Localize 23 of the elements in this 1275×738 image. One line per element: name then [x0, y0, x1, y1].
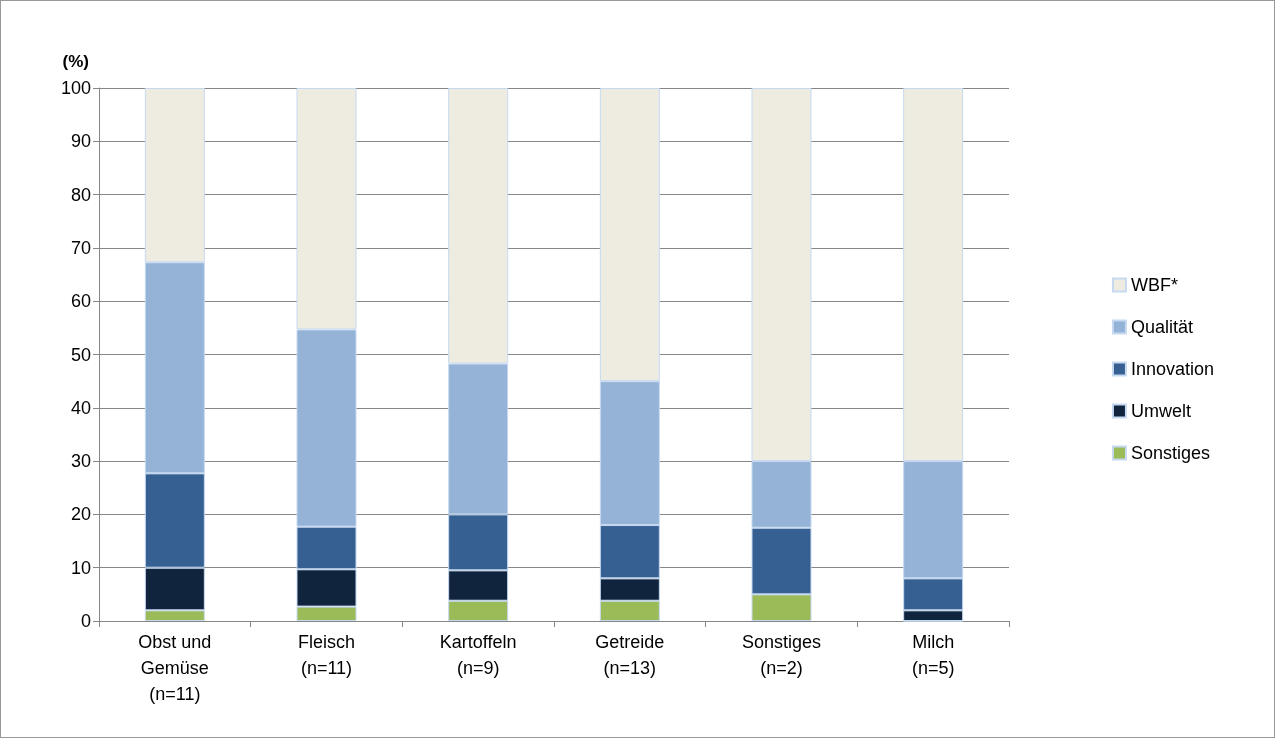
- x-tick-label: Obst und Gemüse (n=11): [138, 632, 212, 704]
- legend-label: Qualität: [1130, 317, 1193, 337]
- y-axis-title: (%): [62, 52, 89, 71]
- y-tick-label: 80: [70, 184, 91, 205]
- y-tick-label: 40: [70, 397, 91, 418]
- y-tick-label: 30: [70, 451, 91, 472]
- y-tick-label: 100: [60, 78, 91, 98]
- x-tick-label: Getreide (n=13): [595, 632, 665, 678]
- y-tick-label: 50: [70, 344, 91, 365]
- y-tick-label: 70: [70, 237, 91, 258]
- y-tick-label: 90: [70, 131, 91, 152]
- y-tick-label: 0: [80, 611, 91, 631]
- legend-label: Innovation: [1130, 359, 1215, 379]
- x-tick-label: Fleisch (n=11): [297, 632, 356, 678]
- x-tick-label: Kartoffeln (n=9): [439, 632, 517, 678]
- y-tick-label: 20: [70, 504, 91, 525]
- y-tick-label: 10: [70, 557, 91, 578]
- x-tick-label: Milch (n=5): [911, 632, 955, 678]
- legend-label: Sonstiges: [1130, 443, 1210, 463]
- legend-label: WBF*: [1130, 275, 1178, 295]
- legend-label: Umwelt: [1130, 401, 1191, 421]
- x-tick-label: Sonstiges (n=2): [741, 632, 822, 678]
- y-tick-label: 60: [70, 291, 91, 312]
